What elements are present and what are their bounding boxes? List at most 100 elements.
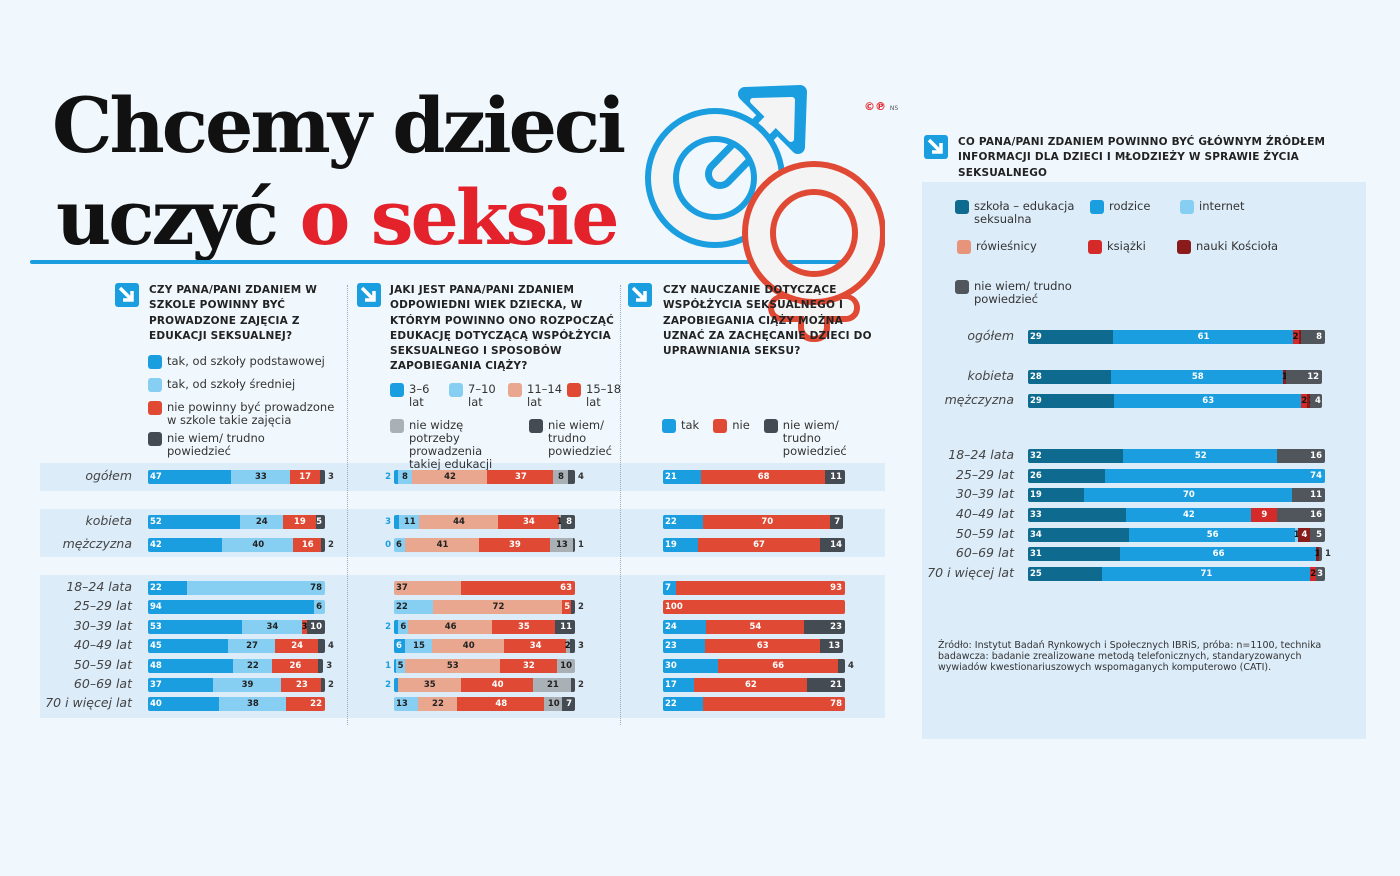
legend-item: nie: [713, 419, 750, 458]
bar-segment: [293, 538, 322, 552]
bar-value-label: 19: [1030, 490, 1042, 500]
bar-value-label: 5: [397, 661, 404, 671]
bar-segment: [394, 659, 396, 673]
legend-item: 15–18 lat: [567, 383, 622, 409]
bar-value-label: 1: [385, 661, 391, 671]
legend-swatch: [1090, 200, 1104, 214]
bar-segment: [837, 659, 845, 673]
bar-value-label: 40: [150, 699, 162, 709]
bar-value-label: 28: [1030, 372, 1042, 382]
bar-value-label: 15: [413, 641, 425, 651]
legend-item: nie wiem/ trudno powiedzieć: [529, 419, 617, 471]
bar-segment: [1028, 508, 1126, 522]
title-word: uczyć: [56, 173, 279, 262]
bar-segment: [148, 697, 219, 711]
bar-value-label: 17: [665, 680, 677, 690]
bar-segment: [394, 697, 418, 711]
bar-segment: [663, 470, 702, 484]
bar-segment: [1028, 449, 1124, 463]
chart4-legend: szkoła – edukacja seksualna rodzice inte…: [955, 200, 1355, 320]
bar-segment: [663, 620, 707, 634]
legend-item: nie wiem/ trudno powiedzieć: [763, 419, 859, 458]
bar-value-label: 32: [1030, 451, 1042, 461]
bar-value-label: 94: [150, 602, 162, 612]
bar-segment: [479, 538, 550, 552]
bar-value-label: 44: [453, 517, 465, 527]
bar-value-label: 24: [291, 641, 304, 651]
bar-value-label: 1: [1314, 549, 1321, 559]
row-label: 18–24 lata: [66, 579, 132, 594]
bar-segment: [408, 620, 492, 634]
legend-swatch: [957, 240, 971, 254]
row-label: 70 i więcej lat: [45, 695, 132, 710]
bar-segment: [397, 620, 409, 634]
bar-value-label: 48: [150, 661, 162, 671]
bar-segment: [1301, 330, 1325, 344]
bar-value-label: 48: [495, 699, 508, 709]
bar-segment: [567, 470, 575, 484]
bar-value-label: 34: [529, 641, 542, 651]
row-label: 50–59 lat: [73, 657, 132, 672]
bar-segment: [558, 515, 561, 529]
bar-value-label: 10: [547, 699, 560, 709]
bar-value-label: 2: [1301, 396, 1308, 406]
bar-value-label: 16: [301, 540, 314, 550]
bar-segment: [553, 470, 568, 484]
bar-value-label: 2: [564, 641, 571, 651]
legend-swatch: [955, 280, 969, 294]
bar-segment: [1028, 469, 1106, 483]
bar-segment: [417, 697, 458, 711]
legend-swatch: [148, 355, 162, 369]
row-label: kobieta: [85, 513, 132, 528]
legend-item: tak, od szkoły średniej: [148, 378, 343, 392]
bar-segment: [432, 639, 505, 653]
bar-segment: [1120, 547, 1317, 561]
legend-swatch: [508, 383, 522, 397]
bar-segment: [1295, 528, 1299, 542]
bar-value-label: 16: [1310, 510, 1322, 520]
bar-value-label: 2: [385, 680, 391, 690]
bar-segment: [491, 620, 556, 634]
bar-value-label: 62: [744, 680, 757, 690]
bar-segment: [1028, 547, 1121, 561]
bar-segment: [148, 659, 233, 673]
row-label: 50–59 lat: [955, 526, 1014, 541]
bar-segment: [1028, 488, 1085, 502]
bar-segment: [222, 538, 294, 552]
bar-segment: [301, 620, 308, 634]
bar-segment: [504, 639, 566, 653]
bar-value-label: 6: [316, 602, 322, 612]
bar-value-label: 1: [1281, 372, 1288, 382]
bar-value-label: 5: [564, 602, 571, 612]
bar-segment: [1316, 567, 1325, 581]
legend-swatch: [390, 419, 404, 433]
bar-value-label: 10: [310, 622, 322, 632]
bar-value-label: 2: [385, 622, 391, 632]
bar-segment: [319, 470, 325, 484]
bar-segment: [706, 620, 804, 634]
legend-swatch: [713, 419, 728, 433]
bar-segment: [819, 538, 845, 552]
bar-value-label: 27: [246, 641, 258, 651]
bar-segment: [1028, 394, 1115, 408]
legend-item: tak: [662, 419, 699, 458]
gender-symbols-icon: [645, 85, 885, 342]
bar-segment: [1292, 330, 1299, 344]
bar-segment: [1292, 488, 1325, 502]
row-label: 30–39 lat: [955, 486, 1014, 501]
bar-segment: [1286, 370, 1322, 384]
row-label: 25–29 lat: [73, 598, 132, 613]
bar-value-label: 2: [578, 602, 584, 612]
column-divider: [620, 285, 621, 725]
bar-value-label: 12: [1307, 372, 1320, 382]
bar-value-label: 6: [396, 641, 402, 651]
bar-segment: [803, 620, 845, 634]
bar-value-label: 42: [1182, 510, 1195, 520]
bar-value-label: 6: [396, 540, 402, 550]
credit-logo: ©℗ NS: [864, 100, 899, 113]
bar-value-label: 24: [255, 517, 268, 527]
bar-segment: [697, 538, 820, 552]
bar-value-label: 3: [578, 641, 584, 651]
legend-item: 11–14 lat: [508, 383, 563, 409]
bar-value-label: 78: [310, 583, 322, 593]
